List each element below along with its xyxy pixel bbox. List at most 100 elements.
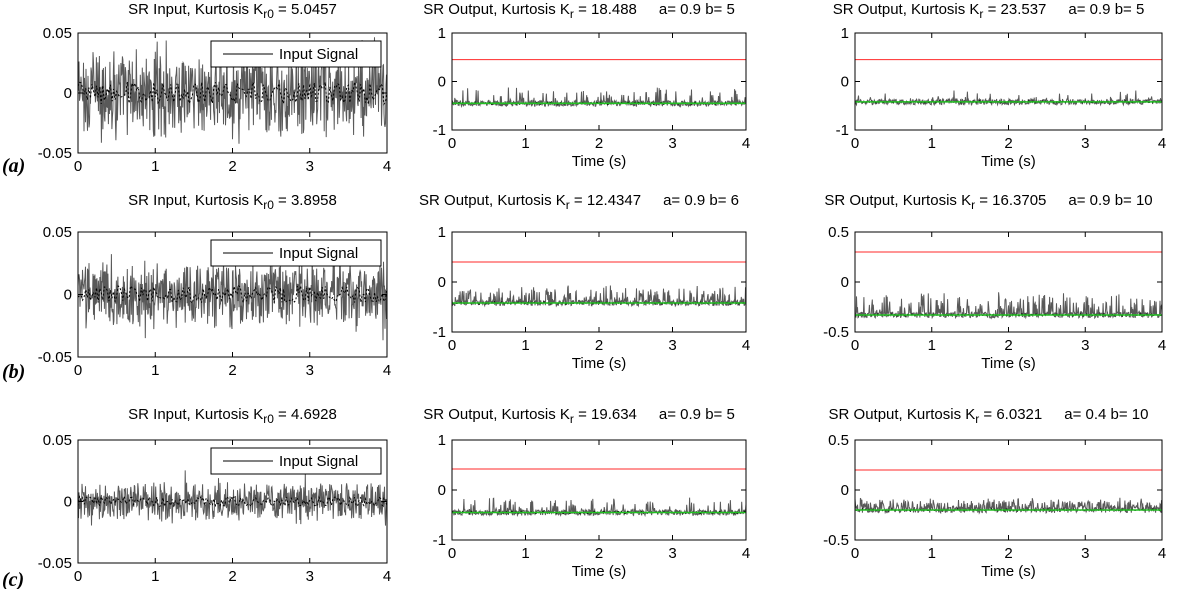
y-tick-label: 0 (64, 85, 72, 102)
x-tick-label: 1 (521, 545, 529, 562)
panel-title: SR Input, Kurtosis Kr0 = 3.8958 (128, 192, 337, 212)
panel-title: SR Input, Kurtosis Kr0 = 4.6928 (128, 406, 337, 426)
panel-4: SR Input, Kurtosis Kr0 = 3.8958 (b) 0 1 2 3 4 -… (2, 192, 391, 383)
y-tick-label: 1 (438, 224, 446, 241)
row-label: (c) (2, 569, 24, 589)
y-tick-label: 0 (64, 494, 72, 511)
x-tick-label: 2 (1004, 545, 1012, 562)
x-tick-label: 2 (595, 135, 603, 152)
x-tick-label: 1 (928, 337, 936, 354)
panel-3: SR Output, Kurtosis Kr = 23.537 a= 0.9 b=… (833, 1, 1166, 170)
panel-5: SR Output, Kurtosis Kr = 12.4347 a= 0.9 b… (419, 192, 750, 372)
x-axis-label: Time (s) (981, 153, 1035, 170)
x-tick-label: 1 (151, 362, 159, 379)
panel-1: SR Input, Kurtosis Kr0 = 5.0457 (a) 0 1 2 3 4 -… (2, 1, 391, 177)
axes-box (854, 439, 1163, 541)
x-tick-label: 3 (1081, 337, 1089, 354)
x-tick-label: 3 (306, 568, 314, 585)
axes-box (451, 439, 747, 541)
x-tick-label: 0 (74, 362, 82, 379)
x-tick-label: 1 (928, 135, 936, 152)
panel-9: SR Output, Kurtosis Kr = 6.0321 a= 0.4 b=… (823, 406, 1166, 580)
y-tick-label: 0.5 (828, 224, 849, 241)
x-tick-label: 2 (228, 362, 236, 379)
y-tick-label: 0.05 (43, 432, 72, 449)
x-tick-label: 0 (851, 135, 859, 152)
row-label: (a) (2, 155, 25, 177)
y-tick-label: 0.05 (43, 224, 72, 241)
x-tick-label: 4 (742, 337, 750, 354)
signal-line (77, 250, 388, 341)
x-tick-label: 4 (383, 158, 391, 175)
panel-title: SR Output, Kurtosis Kr = 23.537 a= 0.9 b=… (833, 1, 1145, 21)
x-tick-label: 3 (1081, 545, 1089, 562)
center-trace (77, 80, 388, 106)
x-tick-label: 4 (383, 568, 391, 585)
y-tick-label: -0.05 (38, 349, 72, 366)
y-tick-label: -1 (433, 122, 446, 139)
x-tick-label: 2 (228, 158, 236, 175)
y-tick-label: -1 (433, 532, 446, 549)
x-tick-label: 0 (851, 337, 859, 354)
x-tick-label: 4 (1158, 545, 1166, 562)
y-tick-label: 0 (438, 274, 446, 291)
x-axis-label: Time (s) (981, 355, 1035, 372)
x-axis-label: Time (s) (572, 153, 626, 170)
y-tick-label: -0.05 (38, 145, 72, 162)
axes-box (451, 231, 747, 333)
legend-box (210, 239, 382, 267)
y-tick-label: -0.5 (823, 532, 849, 549)
y-tick-label: 0 (64, 287, 72, 304)
y-tick-label: 0.5 (828, 432, 849, 449)
y-tick-label: 0 (438, 74, 446, 91)
x-tick-label: 4 (383, 362, 391, 379)
axes-box (451, 32, 747, 131)
x-tick-label: 3 (668, 545, 676, 562)
y-tick-label: 0 (438, 482, 446, 499)
panel-title: SR Input, Kurtosis Kr0 = 5.0457 (128, 1, 337, 21)
x-tick-label: 1 (928, 545, 936, 562)
x-tick-label: 2 (1004, 337, 1012, 354)
x-tick-label: 1 (151, 568, 159, 585)
center-trace (77, 494, 388, 509)
panel-title: SR Output, Kurtosis Kr = 16.3705 a= 0.9 b… (824, 192, 1152, 212)
signal-line (451, 285, 747, 308)
legend-label: Input Signal (279, 453, 358, 470)
x-tick-label: 4 (1158, 337, 1166, 354)
x-tick-label: 0 (74, 158, 82, 175)
y-tick-label: 1 (438, 432, 446, 449)
axes-box (854, 32, 1163, 131)
y-tick-label: 1 (841, 25, 849, 42)
panel-7: SR Input, Kurtosis Kr0 = 4.6928 (c) 0 1 2 3 4 -… (2, 406, 391, 589)
y-tick-label: 0.05 (43, 25, 72, 42)
x-tick-label: 3 (668, 337, 676, 354)
panel-6: SR Output, Kurtosis Kr = 16.3705 a= 0.9 b… (823, 192, 1166, 372)
signal-line (77, 37, 388, 144)
x-tick-label: 3 (306, 158, 314, 175)
signal-line (854, 292, 1163, 320)
x-axis-label: Time (s) (981, 563, 1035, 580)
panel-title: SR Output, Kurtosis Kr = 18.488 a= 0.9 b=… (423, 1, 735, 21)
panel-title: SR Output, Kurtosis Kr = 6.0321 a= 0.4 b=… (829, 406, 1149, 426)
x-tick-label: 0 (448, 337, 456, 354)
x-tick-label: 1 (521, 135, 529, 152)
y-tick-label: 0 (841, 482, 849, 499)
legend-box (210, 40, 382, 68)
signal-line (451, 497, 747, 518)
y-tick-label: -0.5 (823, 324, 849, 341)
y-tick-label: -0.05 (38, 555, 72, 572)
x-tick-label: 2 (228, 568, 236, 585)
row-label: (b) (2, 361, 25, 383)
y-tick-label: 1 (438, 25, 446, 42)
x-tick-label: 4 (1158, 135, 1166, 152)
x-tick-label: 3 (668, 135, 676, 152)
y-tick-label: -1 (836, 122, 849, 139)
legend-label: Input Signal (279, 46, 358, 63)
y-tick-label: 0 (841, 74, 849, 91)
x-tick-label: 4 (742, 545, 750, 562)
x-tick-label: 2 (595, 545, 603, 562)
signal-line (77, 470, 388, 526)
x-tick-label: 4 (742, 135, 750, 152)
x-tick-label: 0 (74, 568, 82, 585)
